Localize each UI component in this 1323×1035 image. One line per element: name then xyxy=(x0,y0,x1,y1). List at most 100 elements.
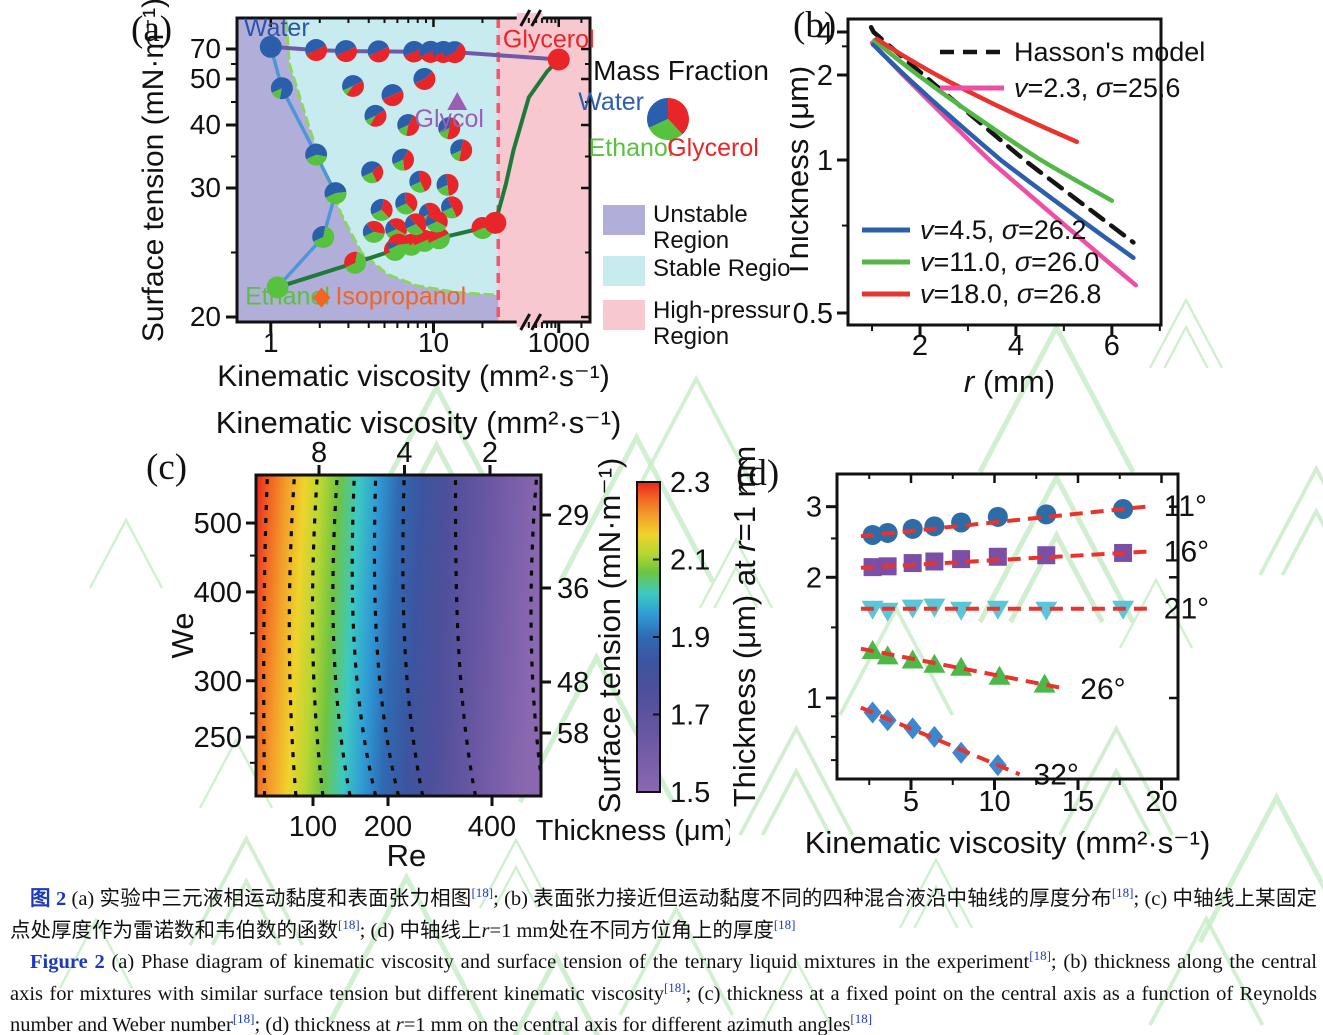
pie-marker-wedge xyxy=(403,40,425,57)
y-axis-title: Thickness (μm) xyxy=(790,66,815,279)
pie-marker-wedge xyxy=(396,203,414,215)
legend-label: v=2.3, σ=25.6 xyxy=(1014,73,1180,103)
watermark-chevron xyxy=(58,917,134,989)
x-tick-label: 15 xyxy=(1062,786,1094,818)
y-tick-label: 1 xyxy=(817,145,833,177)
caption-en-body: (a) Phase diagram of kinematic viscosity… xyxy=(10,948,1318,1035)
pie-marker-wedge xyxy=(451,150,462,161)
caption-segment: (a) Phase diagram of kinematic viscosity… xyxy=(104,951,1030,973)
pie-marker-wedge xyxy=(336,46,358,63)
legend-region-swatch xyxy=(603,256,645,286)
watermark-chevron xyxy=(88,517,164,589)
series-v=4.5, σ=26.2 xyxy=(870,42,1136,261)
series-26° xyxy=(860,639,1067,693)
watermark-chevron xyxy=(1148,297,1224,369)
y-axis-title: Thickness (μm) at r=1 mm xyxy=(727,446,762,808)
trend-line xyxy=(860,549,1150,570)
pie-marker-wedge xyxy=(388,218,408,235)
pie-marker-wedge xyxy=(418,203,430,219)
watermark-chevron xyxy=(758,957,834,1029)
caption-segment: ; (b) 表面张力接近但运动黏度不同的四种混合液沿中轴线的厚度分布 xyxy=(493,888,1112,910)
x-tick-label: 20 xyxy=(1145,786,1177,818)
caption-segment: ; (c) 中轴线上某固定点处厚度作为雷诺数和韦伯数的函数 xyxy=(10,888,1317,942)
watermark-chevron xyxy=(898,857,974,929)
caption-italic-var: r xyxy=(395,1014,404,1035)
series-16° xyxy=(860,543,1150,577)
legend-region-label: High-pressure xyxy=(653,297,790,324)
panel-d-azimuth-scatter: 5 10 15 20 1 2 3 Kinematic viscosity (mm²·s⁻¹) T… xyxy=(727,446,1210,860)
annotation-water: Water xyxy=(244,14,310,42)
visc-tick-label: 8 xyxy=(311,437,327,469)
x-tick-label: 1000 xyxy=(528,327,590,358)
pie-marker-wedge xyxy=(403,150,415,171)
marker-triangle-down xyxy=(950,601,973,621)
watermark-chevron xyxy=(698,537,774,609)
x-tick-label: 4 xyxy=(1008,330,1024,362)
pie-marker-wedge xyxy=(370,109,387,127)
legend-glycerol-label: Glycerol xyxy=(667,134,759,162)
annotation-glycol: Glycol xyxy=(415,105,484,133)
series-label-21°: 21° xyxy=(1164,593,1209,626)
pie-marker-wedge xyxy=(343,85,353,95)
marker-triangle-down xyxy=(876,602,899,622)
pie-marker-wedge xyxy=(344,251,358,268)
we-axis-title: We xyxy=(165,613,200,659)
pie-marker-wedge xyxy=(418,170,432,192)
marker-diamond xyxy=(952,741,971,764)
caption-segment: (a) 实验中三元液相运动黏度和表面张力相图 xyxy=(66,888,472,910)
legend-region-label: Region xyxy=(653,323,729,350)
pie-marker-wedge xyxy=(306,154,327,166)
pie-marker-wedge xyxy=(363,231,385,243)
pie-marker xyxy=(547,48,570,71)
marker-triangle-up xyxy=(988,665,1011,685)
contour-line xyxy=(372,475,401,796)
pie-marker-wedge xyxy=(443,41,462,57)
pie-marker-wedge xyxy=(395,192,407,209)
contour-line xyxy=(331,475,352,796)
caption-reference: [18] xyxy=(1029,948,1051,964)
pie-marker-wedge xyxy=(427,210,448,227)
pie-marker-wedge xyxy=(446,173,459,196)
high-pressure-region xyxy=(498,18,590,322)
caption-reference: [18] xyxy=(471,885,494,901)
pie-marker-wedge xyxy=(270,77,293,100)
pie-marker-wedge xyxy=(367,40,389,57)
caption-reference: [18] xyxy=(663,979,686,995)
x-tick-label: 6 xyxy=(1104,330,1120,362)
caption-reference: [18] xyxy=(1111,885,1134,901)
x-tick-label: 2 xyxy=(912,330,928,362)
pie-marker-wedge xyxy=(313,226,335,249)
series-label-26°: 26° xyxy=(1080,673,1125,706)
pie-marker-wedge xyxy=(398,125,409,136)
we-tick-label: 300 xyxy=(194,666,242,698)
pie-marker-wedge xyxy=(381,84,403,100)
pie-marker-wedge xyxy=(441,197,453,212)
caption-italic-var: r xyxy=(481,919,490,942)
watermark-chevron xyxy=(638,374,755,486)
axis-box xyxy=(254,473,543,798)
re-tick-label: 200 xyxy=(364,811,412,843)
caption-segment: ; (c) thickness at a fixed point on the … xyxy=(10,982,1317,1035)
annotation-glycerol: Glycerol xyxy=(503,26,595,54)
watermark-chevron xyxy=(1258,464,1323,576)
caption-segment: =1 mm on the central axis for different … xyxy=(403,1014,851,1035)
marker-square xyxy=(1037,546,1056,565)
pie-marker-wedge xyxy=(392,148,409,165)
legend-label: v=18.0, σ=26.8 xyxy=(920,279,1101,309)
pie-marker-wedge xyxy=(406,115,420,137)
pie-marker-wedge xyxy=(450,139,464,155)
visc-tick-label: 2 xyxy=(482,437,498,469)
pie-marker xyxy=(259,35,282,58)
pie-marker-wedge xyxy=(439,128,450,139)
caption-zh: 图 2 (a) 实验中三元液相运动黏度和表面张力相图[18]; (b) 表面张力… xyxy=(10,884,1317,947)
re-axis-title: Re xyxy=(387,838,427,873)
caption-segment: ; (b) thickness along the central axis f… xyxy=(10,951,1318,1005)
y-tick-label: 40 xyxy=(190,109,221,140)
x-axis-title: Kinematic viscosity (mm²·s⁻¹) xyxy=(217,360,610,393)
colorbar-tick-label: 2.1 xyxy=(670,545,710,577)
axis-box xyxy=(846,17,1163,327)
pie-marker-wedge xyxy=(370,198,384,215)
trend-line xyxy=(860,646,1067,691)
